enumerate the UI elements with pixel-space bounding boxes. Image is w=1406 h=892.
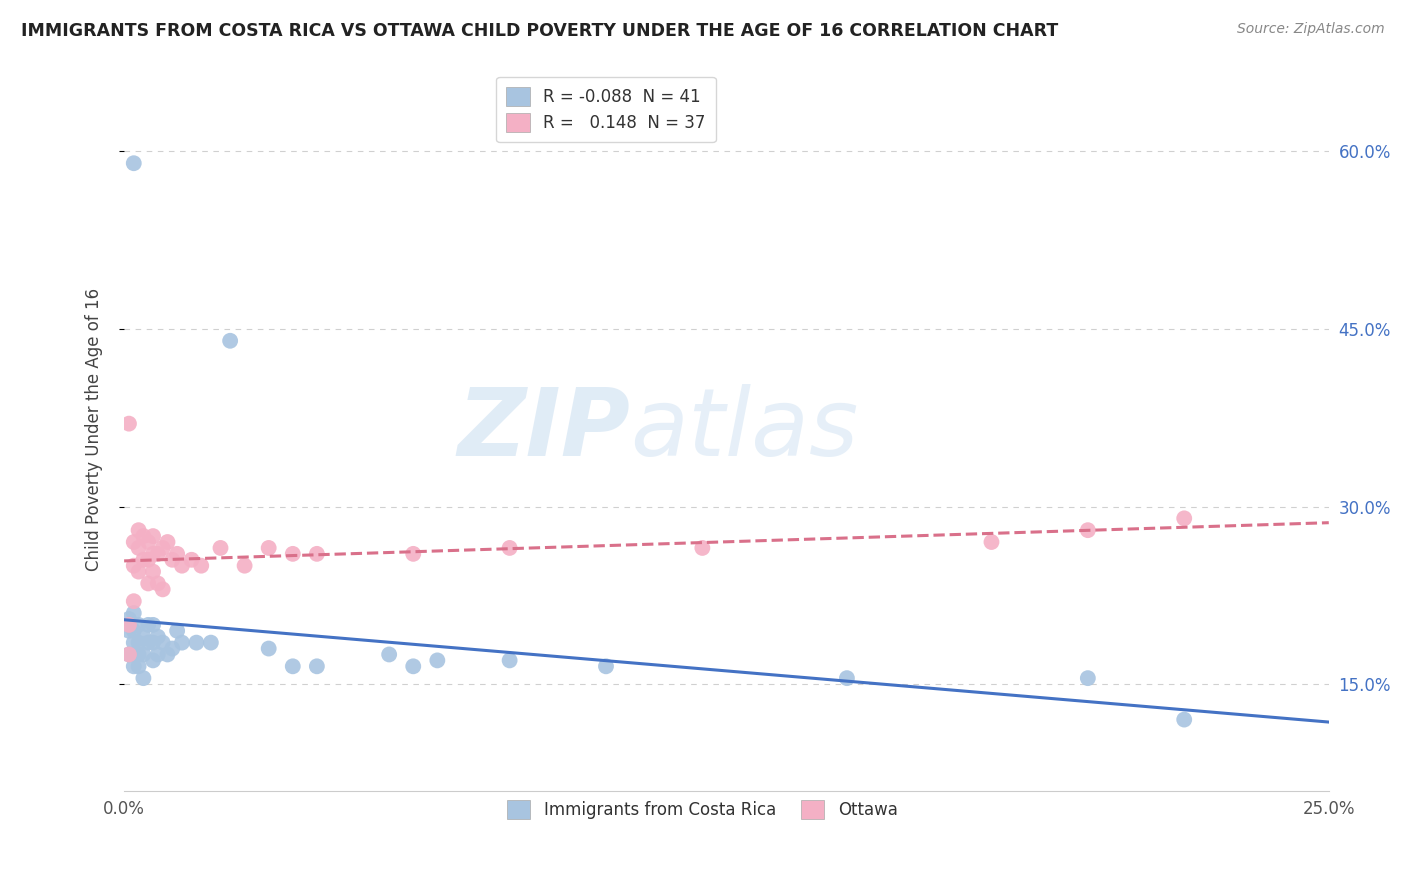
Point [152, 635, 174, 649]
Point [122, 594, 145, 608]
Point [166, 624, 188, 638]
Point [426, 653, 449, 667]
Point [835, 671, 858, 685]
Point [128, 565, 150, 579]
Legend: Immigrants from Costa Rica, Ottawa: Immigrants from Costa Rica, Ottawa [501, 793, 904, 826]
Point [122, 624, 145, 638]
Point [219, 334, 242, 348]
Y-axis label: Child Poverty Under the Age of 16: Child Poverty Under the Age of 16 [86, 288, 103, 571]
Point [136, 553, 159, 567]
Point [180, 553, 202, 567]
Point [1077, 671, 1099, 685]
Point [142, 635, 165, 649]
Point [498, 653, 520, 667]
Point [305, 659, 328, 673]
Point [1077, 523, 1099, 537]
Point [128, 635, 150, 649]
Point [170, 635, 193, 649]
Point [136, 618, 159, 632]
Point [233, 558, 256, 573]
Point [118, 648, 141, 662]
Point [281, 547, 304, 561]
Point [692, 541, 714, 555]
Text: atlas: atlas [630, 384, 858, 475]
Point [166, 547, 188, 561]
Point [136, 576, 159, 591]
Text: ZIP: ZIP [457, 384, 630, 475]
Point [136, 635, 159, 649]
Point [132, 553, 155, 567]
Point [146, 576, 169, 591]
Point [1173, 511, 1195, 525]
Point [142, 565, 165, 579]
Text: IMMIGRANTS FROM COSTA RICA VS OTTAWA CHILD POVERTY UNDER THE AGE OF 16 CORRELATI: IMMIGRANTS FROM COSTA RICA VS OTTAWA CHI… [21, 22, 1059, 40]
Point [595, 659, 617, 673]
Point [118, 417, 141, 431]
Point [378, 648, 401, 662]
Point [142, 529, 165, 543]
Point [980, 535, 1002, 549]
Point [132, 529, 155, 543]
Point [1173, 713, 1195, 727]
Point [128, 618, 150, 632]
Point [132, 671, 155, 685]
Point [122, 659, 145, 673]
Point [200, 635, 222, 649]
Point [152, 582, 174, 597]
Point [128, 659, 150, 673]
Point [132, 648, 155, 662]
Point [128, 523, 150, 537]
Point [142, 653, 165, 667]
Text: Source: ZipAtlas.com: Source: ZipAtlas.com [1237, 22, 1385, 37]
Point [257, 541, 280, 555]
Point [122, 635, 145, 649]
Point [209, 541, 232, 555]
Point [190, 558, 212, 573]
Point [281, 659, 304, 673]
Point [498, 541, 520, 555]
Point [156, 535, 179, 549]
Point [122, 156, 145, 170]
Point [142, 618, 165, 632]
Point [128, 648, 150, 662]
Point [305, 547, 328, 561]
Point [132, 630, 155, 644]
Point [152, 541, 174, 555]
Point [122, 558, 145, 573]
Point [162, 641, 184, 656]
Point [146, 630, 169, 644]
Point [402, 659, 425, 673]
Point [118, 648, 141, 662]
Point [118, 618, 141, 632]
Point [142, 547, 165, 561]
Point [118, 624, 141, 638]
Point [170, 558, 193, 573]
Point [257, 641, 280, 656]
Point [146, 547, 169, 561]
Point [122, 606, 145, 620]
Point [186, 635, 208, 649]
Point [402, 547, 425, 561]
Point [118, 612, 141, 626]
Point [122, 648, 145, 662]
Point [156, 648, 179, 662]
Point [136, 535, 159, 549]
Point [122, 535, 145, 549]
Point [128, 541, 150, 555]
Point [162, 553, 184, 567]
Point [146, 648, 169, 662]
